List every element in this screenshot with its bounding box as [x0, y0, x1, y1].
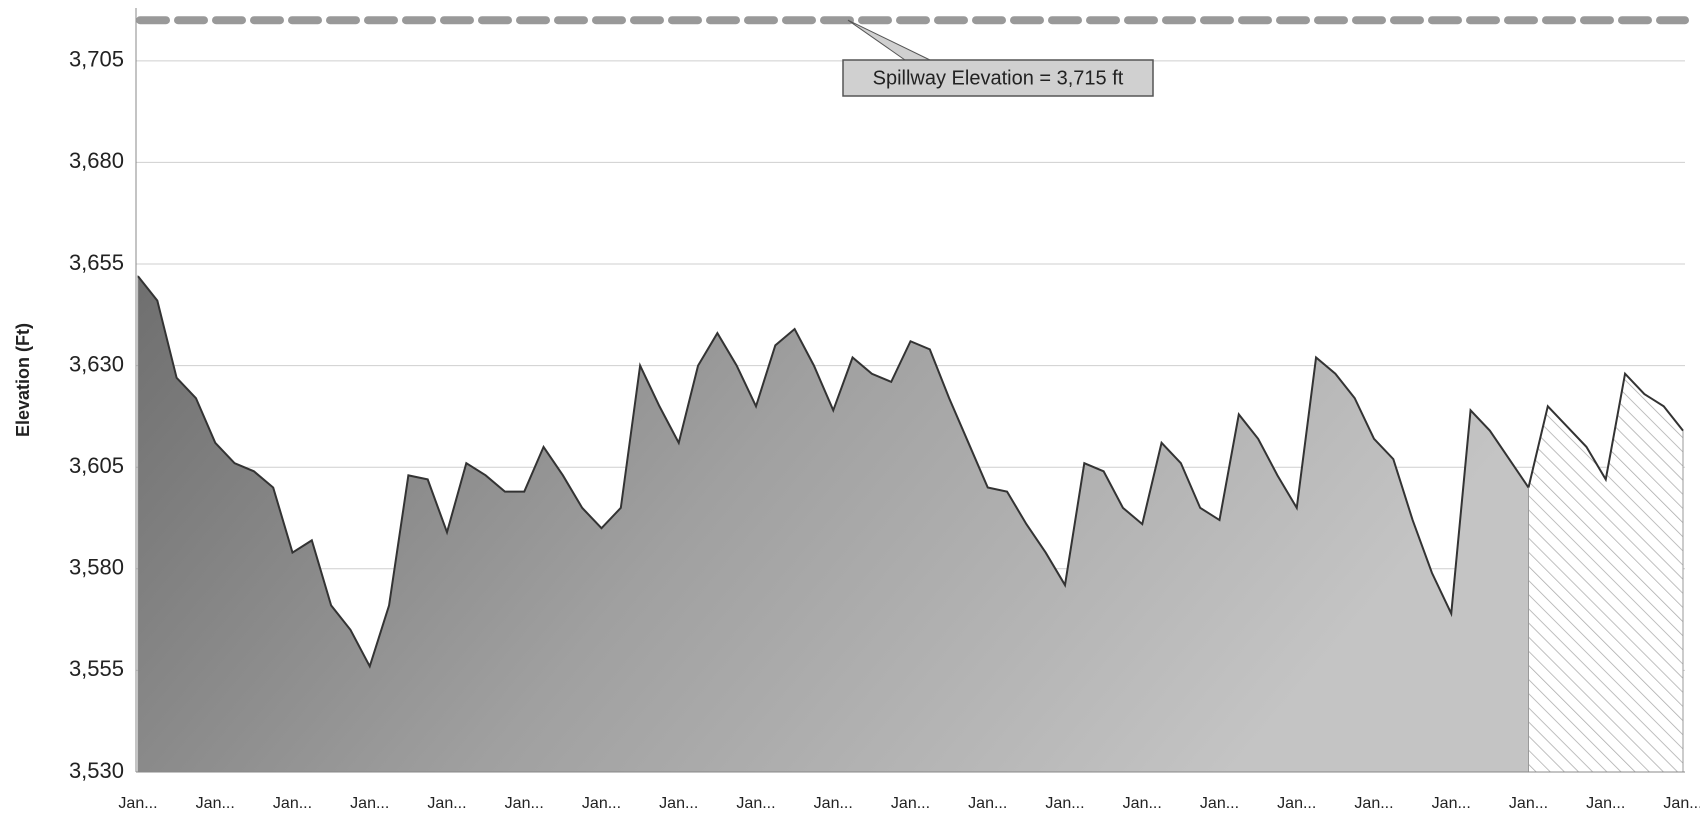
y-tick-label: 3,605 [69, 453, 124, 478]
x-tick-label: Jan... [582, 795, 621, 812]
x-tick-label: Jan... [273, 795, 312, 812]
y-axis-title: Elevation (Ft) [13, 323, 33, 437]
x-tick-label: Jan... [1354, 795, 1393, 812]
x-tick-label: Jan... [1123, 795, 1162, 812]
y-tick-label: 3,555 [69, 656, 124, 681]
x-tick-label: Jan... [350, 795, 389, 812]
y-tick-label: 3,630 [69, 351, 124, 376]
x-tick-label: Jan... [1200, 795, 1239, 812]
area [1528, 372, 1684, 773]
area-outline [137, 275, 1530, 669]
x-tick-label: Jan... [736, 795, 775, 812]
area [137, 274, 1529, 773]
x-tick-label: Jan... [1509, 795, 1548, 812]
x-tick-label: Jan... [196, 795, 235, 812]
y-tick-label: 3,680 [69, 148, 124, 173]
x-tick-label: Jan... [1277, 795, 1316, 812]
annotation-callout [847, 19, 931, 61]
annotation-text: Spillway Elevation = 3,715 ft [873, 67, 1124, 89]
y-tick-label: 3,530 [69, 758, 124, 783]
x-tick-label: Jan... [505, 795, 544, 812]
x-tick-label: Jan... [1663, 795, 1700, 812]
area-outline [1527, 371, 1684, 488]
x-tick-label: Jan... [814, 795, 853, 812]
x-tick-label: Jan... [1432, 795, 1471, 812]
x-tick-label: Jan... [968, 795, 1007, 812]
x-tick-label: Jan... [118, 795, 157, 812]
x-tick-label: Jan... [1586, 795, 1625, 812]
x-tick-label: Jan... [1045, 795, 1084, 812]
annotation-box [842, 59, 1154, 97]
x-tick-label: Jan... [427, 795, 466, 812]
x-tick-label: Jan... [659, 795, 698, 812]
y-tick-label: 3,580 [69, 555, 124, 580]
y-tick-label: 3,655 [69, 250, 124, 275]
y-tick-label: 3,705 [69, 47, 124, 72]
x-tick-label: Jan... [891, 795, 930, 812]
